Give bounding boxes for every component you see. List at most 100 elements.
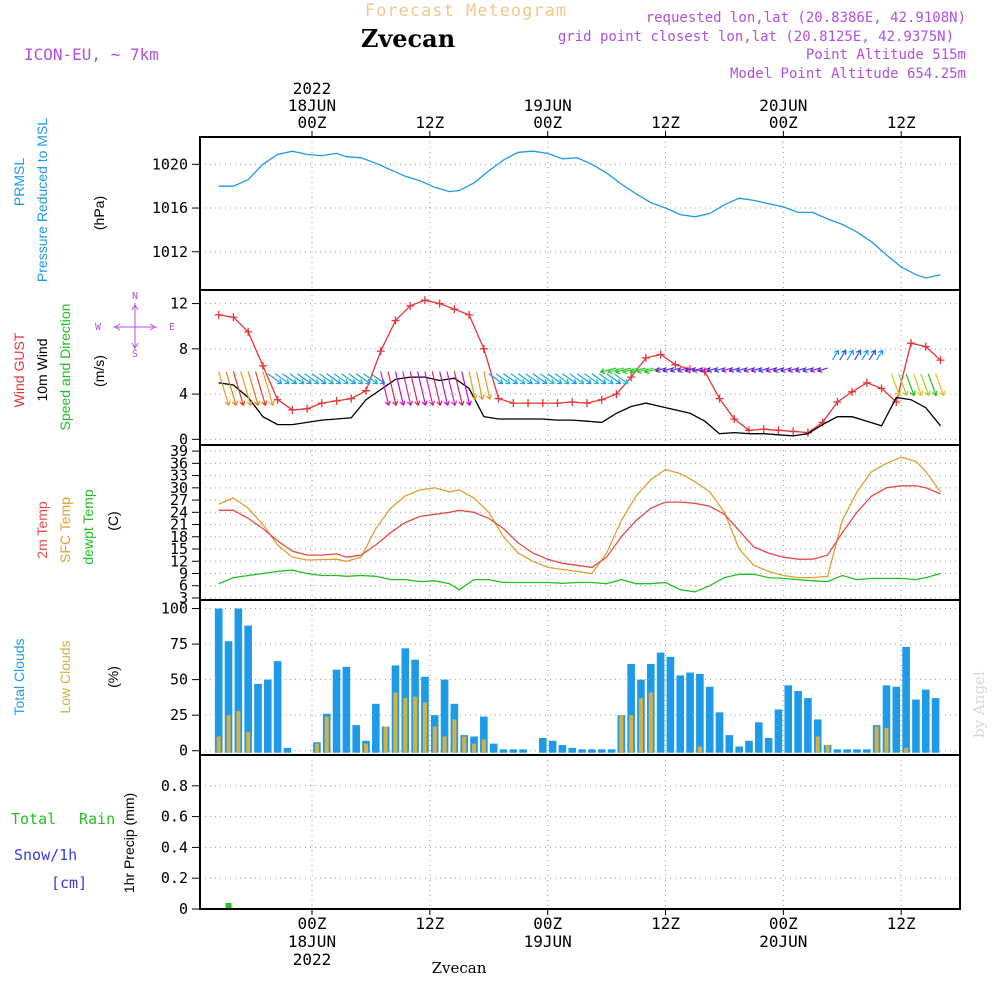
precip-panel-labels: Total Rain Snow/1h [cm] 1hr Precip (mm) xyxy=(11,793,137,893)
y-tick-label: 18 xyxy=(170,528,188,546)
wind-direction-arrow xyxy=(758,366,769,373)
wind-direction-arrow xyxy=(232,371,246,406)
low-cloud-bar xyxy=(324,716,329,753)
gust-marker xyxy=(582,399,591,408)
wind-label-gust: Wind GUST xyxy=(11,332,27,407)
wind-direction-arrow xyxy=(613,373,629,385)
wind-direction-arrow xyxy=(517,373,533,385)
wind-direction-arrow xyxy=(289,373,305,385)
total-cloud-bar xyxy=(833,749,842,753)
y-tick-label: 30 xyxy=(170,479,188,497)
low-cloud-bar xyxy=(246,732,251,753)
total-cloud-bar xyxy=(568,747,577,753)
low-cloud-bar xyxy=(393,692,398,753)
total-cloud-bar xyxy=(273,661,282,753)
gust-marker xyxy=(553,399,562,408)
wind-direction-arrow xyxy=(607,367,624,375)
y-tick-label: 12 xyxy=(170,295,188,313)
wind-direction-arrow xyxy=(669,366,681,373)
wind-direction-arrow xyxy=(795,366,806,373)
wind-direction-arrow xyxy=(510,373,526,385)
wind-direction-arrow xyxy=(532,373,548,385)
wind-direction-arrow xyxy=(599,367,617,375)
wind-direction-arrow xyxy=(662,366,674,373)
total-cloud-bar xyxy=(342,666,351,753)
low-cloud-bar xyxy=(462,736,467,753)
wind-direction-arrow xyxy=(629,367,647,375)
wind-direction-arrow xyxy=(446,371,458,406)
wind-direction-arrow xyxy=(728,366,740,373)
wind-direction-arrow xyxy=(787,366,799,373)
wind-direction-arrow xyxy=(721,366,732,373)
time-label-bottom: 20JUN xyxy=(759,932,807,951)
gust-marker xyxy=(627,373,636,382)
total-cloud-bar xyxy=(912,699,920,753)
gust-marker xyxy=(258,361,267,370)
wind-direction-arrow xyxy=(380,371,391,406)
gust-marker xyxy=(789,427,798,436)
low-cloud-bar xyxy=(432,726,437,753)
gust-marker xyxy=(391,316,400,325)
wind-direction-arrow xyxy=(402,371,413,406)
total-cloud-bar xyxy=(882,685,891,753)
total-cloud-bar xyxy=(931,698,940,753)
total-cloud-bar xyxy=(627,663,635,753)
gust-marker xyxy=(848,387,857,396)
requested-coords: requested lon,lat (20.8386E, 42.9108N) xyxy=(646,10,966,26)
total-cloud-bar xyxy=(519,749,527,753)
wind-direction-arrow xyxy=(218,371,231,406)
gust-marker xyxy=(730,414,739,423)
gust-marker xyxy=(744,426,753,435)
total-cloud-bar xyxy=(755,722,763,753)
wind-direction-arrow xyxy=(920,373,931,397)
low-cloud-bar xyxy=(481,739,486,753)
wind-direction-arrow xyxy=(655,366,666,373)
wind-direction-arrow xyxy=(861,349,869,361)
wind-direction-arrow xyxy=(750,366,762,373)
y-tick-label: 27 xyxy=(170,491,188,509)
y-tick-label: 1012 xyxy=(152,243,188,261)
gust-marker xyxy=(921,342,930,351)
y-tick-label: 0 xyxy=(179,742,188,760)
total-cloud-bar xyxy=(921,689,930,753)
panel-0-grid: 1012 1016 1020 xyxy=(152,137,960,290)
gust-marker xyxy=(656,350,665,359)
y-tick-label: 9 xyxy=(179,564,188,582)
low-cloud-bar xyxy=(413,696,418,753)
total-cloud-bar xyxy=(853,749,861,753)
precip-label-snow: Snow/1h xyxy=(14,846,77,864)
wind-direction-arrow xyxy=(475,371,485,400)
grid-point-coords: grid point closest lon,lat (20.8125E, 42… xyxy=(558,29,954,45)
total-cloud-bar xyxy=(735,746,743,753)
low-cloud-bar xyxy=(874,726,879,753)
wind-direction-arrow xyxy=(483,371,493,400)
y-tick-label: 15 xyxy=(170,540,188,558)
time-label-top: 20JUN xyxy=(759,96,807,115)
total-cloud-bar xyxy=(813,719,822,753)
wind-direction-arrow xyxy=(341,373,357,385)
low-cloud-bar xyxy=(472,743,477,753)
low-cloud-bar xyxy=(884,727,889,753)
wind-direction-arrow xyxy=(363,373,379,385)
wind-direction-arrow xyxy=(890,373,901,397)
time-label-top: 00Z xyxy=(769,113,798,132)
gust-marker xyxy=(612,390,621,399)
model-altitude: Model Point Altitude 654.25m xyxy=(730,66,966,82)
total-cloud-bar xyxy=(264,679,272,753)
gust-marker xyxy=(229,313,238,322)
wind-direction-arrow xyxy=(935,373,946,397)
low-cloud-bar xyxy=(648,692,653,753)
wind-direction-arrow xyxy=(765,366,777,373)
time-label-top: 2022 xyxy=(293,79,332,98)
wind-direction-arrow xyxy=(225,371,238,406)
low-cloud-bar xyxy=(383,726,388,753)
wind-direction-arrow xyxy=(839,349,847,361)
y-tick-label: 0 xyxy=(179,900,188,918)
total-cloud-bar xyxy=(784,685,793,753)
wind-direction-arrow xyxy=(488,373,504,385)
gust-line xyxy=(218,299,941,434)
total-cloud-bar xyxy=(224,641,233,753)
wind-direction-arrow xyxy=(854,349,862,361)
